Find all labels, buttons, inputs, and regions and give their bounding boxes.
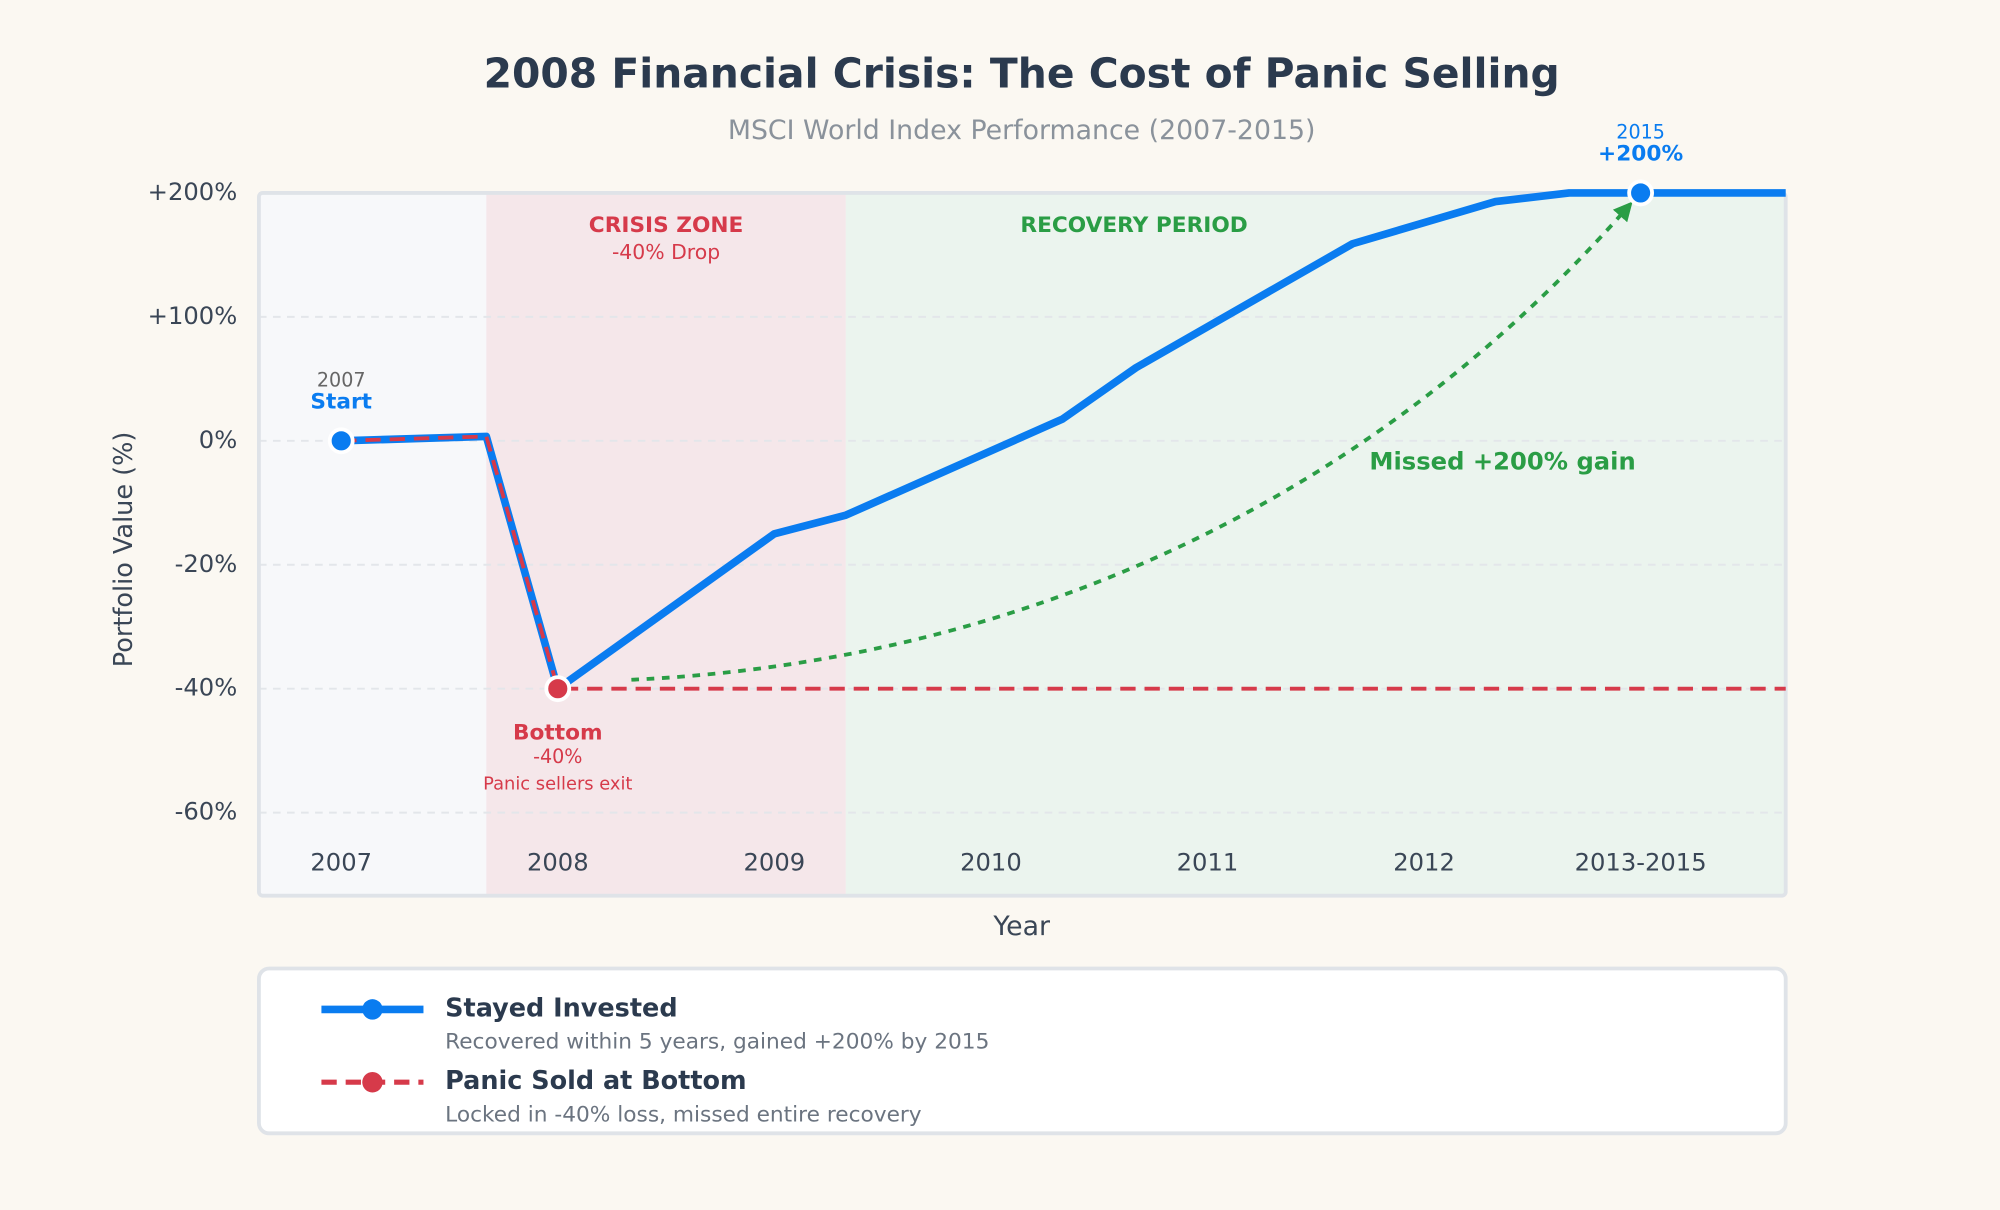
y-tick-label: -60% [175,797,238,826]
zone-label: CRISIS ZONE [589,213,744,238]
legend-label: Stayed Invested [445,993,677,1023]
zone-label: RECOVERY PERIOD [1020,213,1247,238]
zone [845,192,1786,896]
y-axis-label: Portfolio Value (%) [109,432,139,668]
y-tick-label: -20% [175,549,238,578]
x-tick-label: 2012 [1393,848,1455,877]
annotation-label: +200% [1598,142,1683,167]
x-tick-label: 2007 [310,848,372,877]
annotation-year: 2007 [317,368,366,391]
annotation-value: -40% [533,745,582,768]
y-tick-label: +100% [148,301,238,330]
legend-description: Recovered within 5 years, gained +200% b… [445,1030,989,1055]
point-marker [544,675,572,703]
x-tick-label: 2013-2015 [1575,848,1707,877]
missed-gain-label: Missed +200% gain [1369,447,1635,476]
legend-swatch-dot [362,1072,383,1093]
y-tick-label: -40% [175,673,238,702]
annotation-label: Start [310,389,372,414]
zone [486,192,846,896]
series-line [341,189,1786,693]
legend-description: Locked in -40% loss, missed entire recov… [445,1102,922,1127]
x-axis-label: Year [992,911,1051,942]
annotation-year: 2015 [1616,120,1665,143]
zone-sublabel: -40% Drop [612,240,720,264]
annotation-label: Bottom [513,720,603,745]
x-tick-label: 2008 [527,848,589,877]
x-tick-label: 2009 [744,848,806,877]
legend-label: Panic Sold at Bottom [445,1066,746,1096]
point-marker [1627,179,1655,207]
annotation-note: Panic sellers exit [483,774,632,795]
point-marker [327,427,355,455]
series-line [341,434,1786,691]
legend-swatch-dot [362,999,383,1020]
x-tick-label: 2010 [960,848,1022,877]
legend [257,966,1788,1136]
y-tick-label: +200% [148,177,238,206]
chart-subtitle: MSCI World Index Performance (2007-2015) [728,115,1316,146]
x-tick-label: 2011 [1177,848,1239,877]
y-tick-label: 0% [199,425,237,454]
plot-border [257,191,1788,898]
chart-title: 2008 Financial Crisis: The Cost of Panic… [484,50,1560,98]
